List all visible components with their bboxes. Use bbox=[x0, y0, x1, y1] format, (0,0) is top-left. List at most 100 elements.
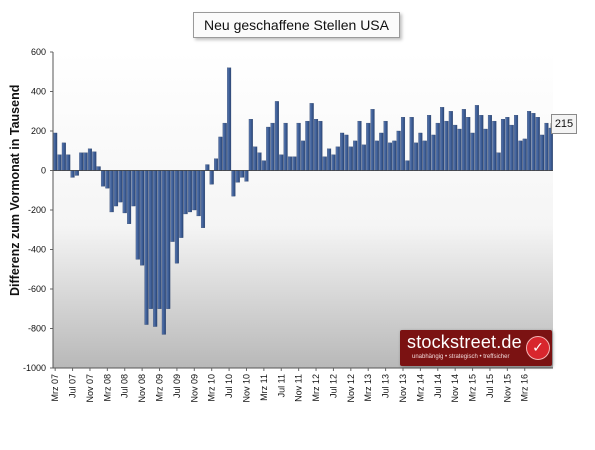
bar bbox=[161, 170, 166, 335]
bar bbox=[157, 170, 162, 309]
bar bbox=[100, 170, 106, 187]
x-tick-label: Jul 12 bbox=[328, 374, 338, 398]
x-tick-label: Nov 09 bbox=[189, 374, 199, 403]
bar bbox=[187, 170, 192, 213]
bar bbox=[514, 115, 519, 171]
bar bbox=[335, 146, 340, 171]
y-tick-label: 0 bbox=[41, 166, 46, 176]
bar bbox=[53, 132, 58, 171]
bar bbox=[231, 170, 236, 197]
x-tick-label: Nov 11 bbox=[294, 374, 304, 402]
bar bbox=[144, 170, 149, 325]
bar bbox=[344, 134, 349, 171]
x-tick-label: Mrz 11 bbox=[259, 374, 269, 401]
x-tick-label: Nov 12 bbox=[346, 374, 356, 403]
bar bbox=[283, 122, 288, 171]
bar bbox=[96, 166, 101, 171]
bar bbox=[448, 111, 453, 171]
stockstreet-logo: stockstreet.de unabhängig • strategisch … bbox=[400, 330, 552, 366]
bar bbox=[396, 130, 401, 171]
last-value-callout: 215 bbox=[551, 114, 577, 134]
bar bbox=[296, 122, 301, 171]
bar bbox=[235, 170, 240, 183]
checkmark-icon: ✓ bbox=[526, 336, 550, 360]
bar bbox=[318, 120, 323, 171]
bar bbox=[222, 122, 227, 171]
bar bbox=[83, 152, 88, 171]
y-tick-label: -600 bbox=[28, 284, 46, 294]
bar bbox=[105, 170, 110, 189]
bar bbox=[153, 170, 158, 327]
bar bbox=[196, 170, 201, 217]
bar bbox=[361, 144, 366, 171]
bar bbox=[440, 107, 445, 171]
bar bbox=[92, 151, 97, 171]
bar bbox=[257, 152, 262, 171]
bar bbox=[548, 127, 553, 171]
bar bbox=[505, 117, 510, 171]
bar bbox=[140, 170, 145, 266]
bar bbox=[279, 154, 284, 171]
x-tick-label: Mrz 12 bbox=[311, 374, 321, 402]
bar bbox=[244, 170, 249, 182]
bar bbox=[109, 170, 114, 213]
bar bbox=[509, 124, 514, 171]
bar bbox=[392, 140, 397, 171]
bar bbox=[431, 134, 436, 171]
x-tick-label: Mrz 14 bbox=[415, 374, 425, 402]
bar bbox=[309, 103, 314, 171]
y-tick-label: 600 bbox=[31, 47, 46, 57]
bar bbox=[135, 170, 140, 260]
bar bbox=[214, 158, 219, 171]
bar bbox=[183, 170, 188, 215]
bar bbox=[527, 111, 532, 171]
bar bbox=[470, 132, 475, 171]
bar bbox=[174, 170, 179, 264]
bar bbox=[192, 170, 197, 211]
bar bbox=[474, 105, 479, 171]
bar bbox=[127, 170, 132, 224]
bar bbox=[353, 140, 358, 171]
bar bbox=[400, 117, 406, 171]
x-tick-label: Jul 13 bbox=[381, 374, 391, 398]
bar bbox=[435, 122, 440, 171]
bar bbox=[479, 115, 484, 171]
bar bbox=[170, 170, 175, 242]
x-tick-label: Mrz 07 bbox=[50, 374, 60, 402]
bar bbox=[218, 136, 223, 171]
bar bbox=[414, 142, 419, 171]
bar bbox=[427, 115, 432, 171]
bar bbox=[57, 154, 62, 171]
bar bbox=[544, 122, 549, 171]
bar bbox=[118, 170, 123, 203]
bar bbox=[379, 132, 384, 171]
x-tick-label: Nov 10 bbox=[241, 374, 251, 403]
bar bbox=[305, 120, 310, 171]
bar bbox=[274, 101, 279, 171]
y-tick-label: -400 bbox=[28, 245, 46, 255]
bar bbox=[131, 170, 136, 207]
bar bbox=[348, 146, 353, 171]
bar bbox=[492, 120, 497, 171]
bar bbox=[66, 154, 71, 171]
bar bbox=[418, 132, 423, 171]
x-tick-label: Jul 07 bbox=[68, 374, 78, 398]
x-tick-label: Jul 08 bbox=[120, 374, 130, 398]
x-tick-label: Jul 14 bbox=[433, 374, 443, 398]
bar bbox=[114, 170, 119, 207]
bar bbox=[200, 170, 206, 228]
bar bbox=[261, 160, 266, 171]
bar bbox=[61, 142, 66, 171]
bar bbox=[457, 128, 462, 171]
bar bbox=[179, 170, 184, 238]
bar bbox=[461, 109, 466, 171]
bar bbox=[374, 140, 379, 171]
x-tick-label: Mrz 08 bbox=[102, 374, 112, 402]
bar bbox=[300, 140, 306, 171]
bar bbox=[383, 120, 388, 171]
bar bbox=[253, 146, 258, 171]
x-tick-label: Jul 11 bbox=[276, 374, 286, 397]
bar bbox=[331, 154, 336, 171]
